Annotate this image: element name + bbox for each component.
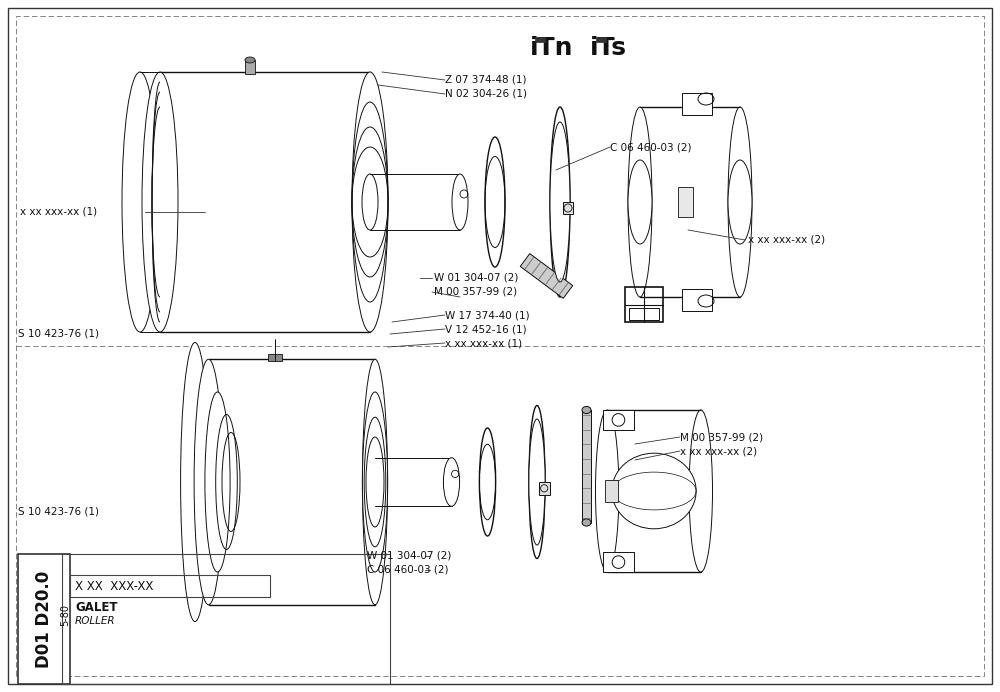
Bar <box>540 37 545 42</box>
Bar <box>603 552 634 572</box>
Ellipse shape <box>443 457 460 507</box>
Bar <box>682 289 712 311</box>
Ellipse shape <box>485 137 505 267</box>
Bar <box>160 72 370 332</box>
Ellipse shape <box>122 72 158 332</box>
Bar <box>678 187 693 217</box>
Bar <box>208 359 375 605</box>
Text: W 17 374-40 (1): W 17 374-40 (1) <box>445 310 530 320</box>
Ellipse shape <box>181 343 209 621</box>
Text: x xx xxx-xx (2): x xx xxx-xx (2) <box>680 446 757 456</box>
Bar <box>596 37 601 42</box>
Bar <box>682 93 712 115</box>
Ellipse shape <box>628 107 652 297</box>
Text: N 02 304-26 (1): N 02 304-26 (1) <box>445 89 527 99</box>
Bar <box>563 202 573 214</box>
Bar <box>268 354 275 361</box>
Ellipse shape <box>479 428 496 536</box>
Ellipse shape <box>582 519 591 526</box>
Text: W 01 304-07 (2): W 01 304-07 (2) <box>434 273 518 283</box>
Ellipse shape <box>628 160 652 244</box>
Ellipse shape <box>728 160 752 244</box>
Text: M 00 357-99 (2): M 00 357-99 (2) <box>434 287 517 297</box>
Text: S 10 423-76 (1): S 10 423-76 (1) <box>18 329 99 339</box>
Text: C 06 460-03 (2): C 06 460-03 (2) <box>610 142 692 152</box>
Bar <box>605 480 618 502</box>
Ellipse shape <box>362 392 388 572</box>
Ellipse shape <box>205 392 230 572</box>
Ellipse shape <box>352 72 388 332</box>
Bar <box>629 308 659 320</box>
Ellipse shape <box>194 359 223 605</box>
Text: M 00 357-99 (2): M 00 357-99 (2) <box>680 432 763 442</box>
Ellipse shape <box>529 406 545 558</box>
Bar <box>18 554 70 684</box>
Bar <box>535 37 540 42</box>
Text: X XX  XXX-XX: X XX XXX-XX <box>75 579 153 592</box>
Text: GALET: GALET <box>75 601 118 614</box>
Text: S 10 423-76 (1): S 10 423-76 (1) <box>18 507 99 517</box>
Text: x xx xxx-xx (1): x xx xxx-xx (1) <box>445 338 522 348</box>
Text: iTs: iTs <box>590 36 627 60</box>
Ellipse shape <box>612 453 696 529</box>
Text: V 12 452-16 (1): V 12 452-16 (1) <box>445 324 527 334</box>
Text: 5-80: 5-80 <box>60 604 70 626</box>
Bar <box>275 354 282 361</box>
Text: Z 07 374-48 (1): Z 07 374-48 (1) <box>445 75 526 85</box>
Text: ROLLER: ROLLER <box>75 616 116 626</box>
Text: C 06 460-03 (2): C 06 460-03 (2) <box>367 565 448 575</box>
Ellipse shape <box>582 406 591 414</box>
Bar <box>70 575 270 597</box>
Bar <box>640 107 740 297</box>
Ellipse shape <box>362 174 378 230</box>
Ellipse shape <box>596 410 619 572</box>
Ellipse shape <box>689 410 712 572</box>
Bar <box>603 410 634 430</box>
Ellipse shape <box>529 419 545 545</box>
Ellipse shape <box>245 57 255 63</box>
Bar <box>62 554 390 684</box>
Bar <box>245 60 255 74</box>
Ellipse shape <box>728 107 752 297</box>
Text: x xx xxx-xx (2): x xx xxx-xx (2) <box>748 235 825 245</box>
Text: x xx xxx-xx (1): x xx xxx-xx (1) <box>20 207 97 217</box>
Ellipse shape <box>550 122 570 282</box>
Ellipse shape <box>362 359 388 605</box>
Polygon shape <box>520 253 573 298</box>
Ellipse shape <box>142 72 178 332</box>
Bar <box>582 410 591 522</box>
Ellipse shape <box>452 174 468 230</box>
Ellipse shape <box>550 107 570 297</box>
Bar <box>625 287 663 322</box>
Text: D01 D20.0: D01 D20.0 <box>35 570 53 668</box>
Text: W 01 304-07 (2): W 01 304-07 (2) <box>367 551 451 561</box>
Ellipse shape <box>352 102 388 302</box>
Bar <box>539 482 550 495</box>
Bar <box>601 37 606 42</box>
Text: iTn: iTn <box>530 36 574 60</box>
Bar <box>607 410 701 572</box>
